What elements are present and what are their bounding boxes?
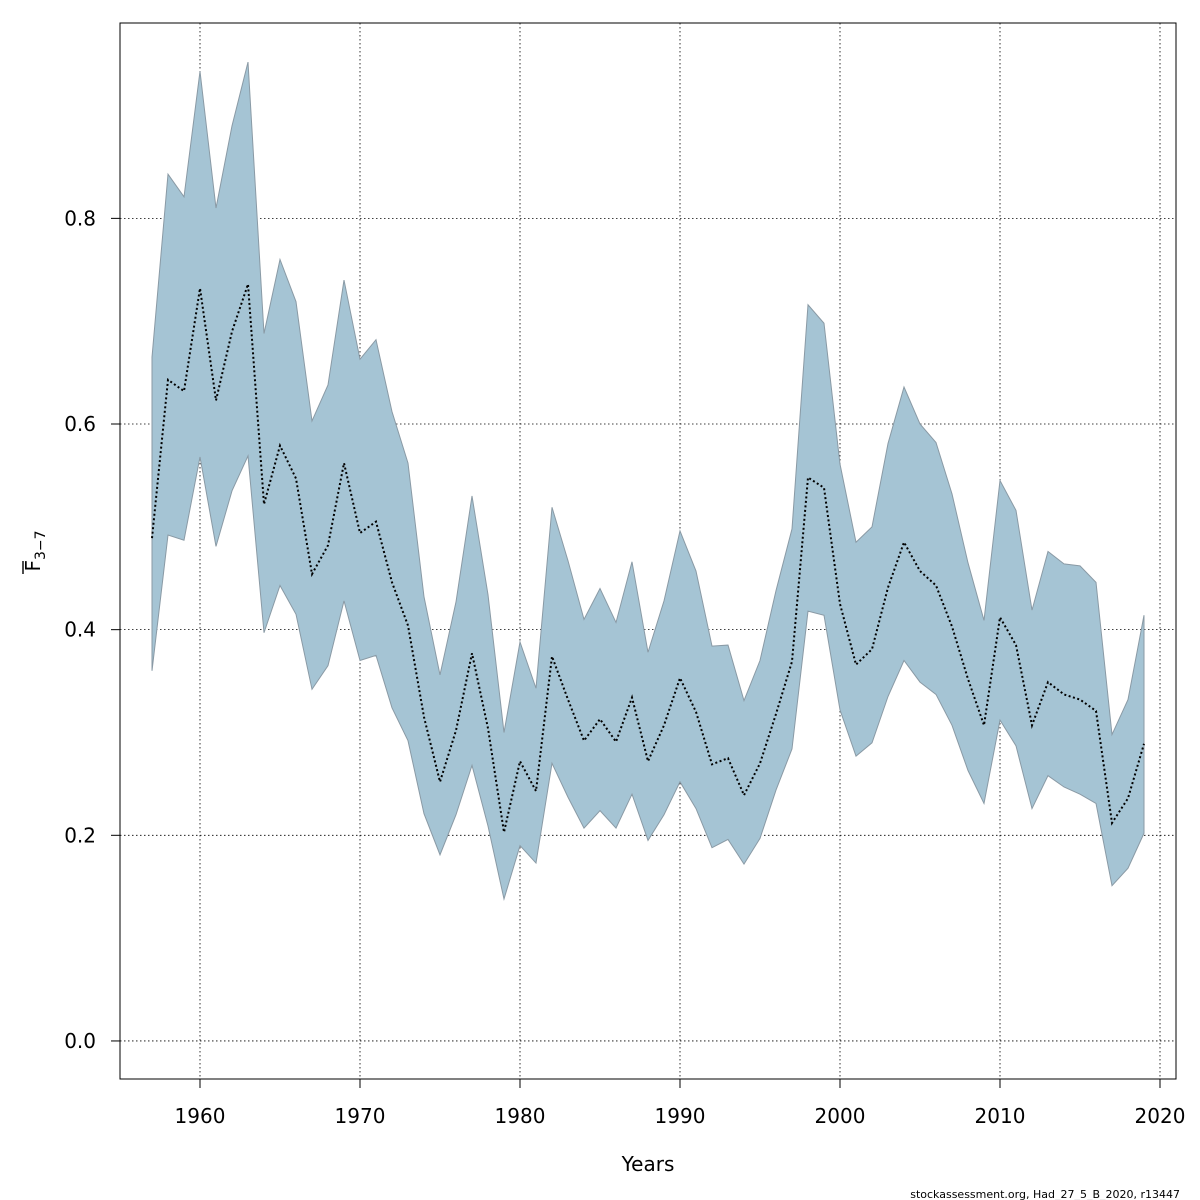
confidence-band [151, 61, 1145, 902]
y-tick-label: 0.4 [64, 618, 96, 642]
footer-credit: stockassessment.org, Had_27_5_B_2020, r1… [910, 1188, 1180, 1200]
estimate-line [151, 283, 1145, 833]
y-tick-label: 0.2 [64, 823, 96, 847]
estimate-line-layer [151, 283, 1145, 833]
x-tick-label: 1980 [495, 1104, 546, 1128]
x-tick-label: 1970 [335, 1104, 386, 1128]
y-tick-label: 0.8 [64, 206, 96, 230]
y-tick-label: 0.0 [64, 1029, 96, 1053]
y-tick-label: 0.6 [64, 412, 96, 436]
x-tick-label: 1960 [175, 1104, 226, 1128]
x-tick-label: 2020 [1135, 1104, 1186, 1128]
y-axis-title-sub: 3−7 [33, 530, 49, 560]
svg-text:F3−7: F3−7 [21, 530, 49, 571]
y-axis-title: F3−7 [21, 530, 49, 574]
x-axis-title: Years [621, 1152, 675, 1176]
y-axis-title-main: F [21, 560, 45, 572]
x-tick-label: 2010 [975, 1104, 1026, 1128]
x-tick-label: 1990 [655, 1104, 706, 1128]
confidence-band-layer [151, 61, 1145, 902]
x-tick-label: 2000 [815, 1104, 866, 1128]
x-axis: 1960 1970 1980 1990 2000 2010 2020 [175, 1078, 1186, 1128]
y-axis: 0.0 0.2 0.4 0.6 0.8 [64, 206, 121, 1053]
